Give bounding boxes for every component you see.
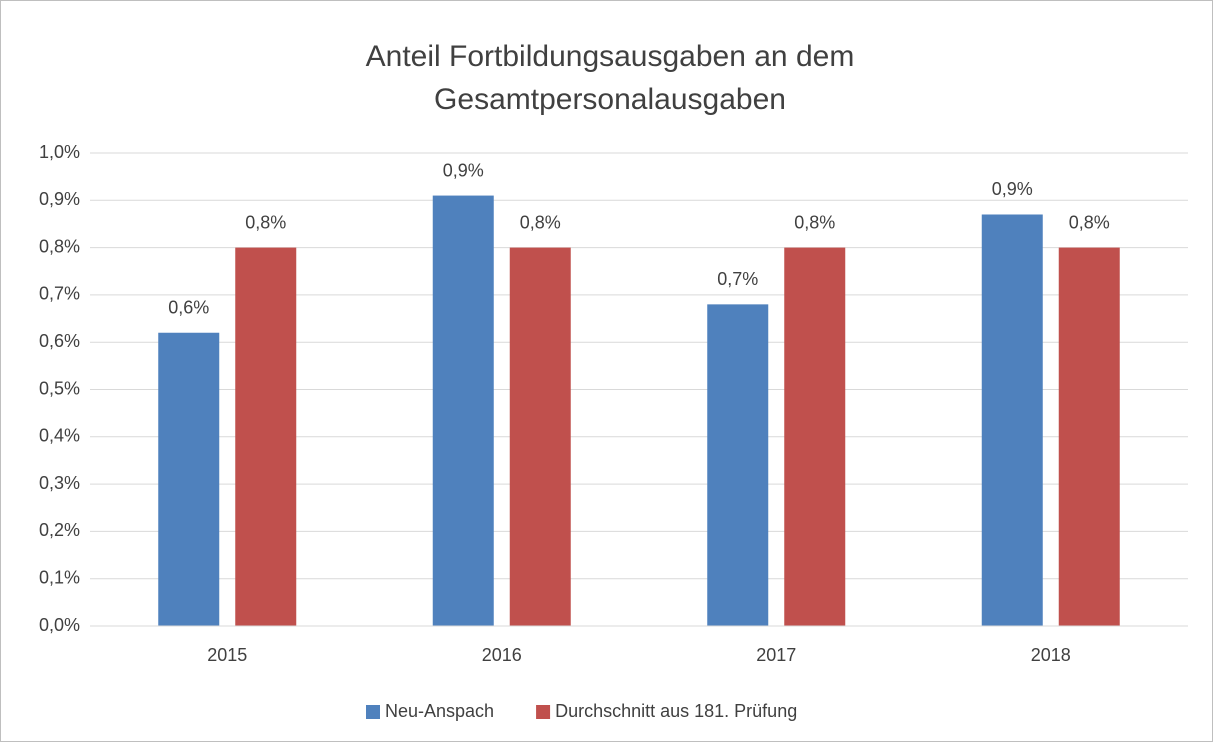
y-tick-label: 0,6% bbox=[39, 331, 80, 351]
legend-label: Neu-Anspach bbox=[385, 701, 494, 721]
data-label: 0,8% bbox=[794, 212, 835, 232]
legend-label: Durchschnitt aus 181. Prüfung bbox=[555, 701, 797, 721]
bar bbox=[784, 247, 846, 626]
data-label: 0,7% bbox=[717, 269, 758, 289]
bar bbox=[158, 332, 220, 626]
data-label: 0,6% bbox=[168, 297, 209, 317]
y-tick-label: 0,7% bbox=[39, 284, 80, 304]
chart-title: Gesamtpersonalausgaben bbox=[434, 83, 786, 116]
data-label: 0,8% bbox=[245, 212, 286, 232]
x-tick-label: 2016 bbox=[482, 645, 522, 665]
chart-title: Anteil Fortbildungsausgaben an dem bbox=[366, 40, 855, 73]
legend-swatch bbox=[366, 705, 380, 719]
bar bbox=[235, 247, 297, 626]
data-label: 0,9% bbox=[992, 179, 1033, 199]
legend-swatch bbox=[536, 705, 551, 719]
bar bbox=[432, 195, 494, 626]
bar bbox=[1058, 247, 1120, 626]
x-tick-label: 2018 bbox=[1031, 645, 1071, 665]
y-tick-label: 0,4% bbox=[39, 426, 80, 446]
y-tick-label: 0,3% bbox=[39, 473, 80, 493]
y-tick-label: 0,5% bbox=[39, 378, 80, 398]
y-tick-label: 0,8% bbox=[39, 236, 80, 256]
y-tick-label: 1,0% bbox=[39, 142, 80, 162]
data-label: 0,9% bbox=[443, 160, 484, 180]
x-tick-label: 2015 bbox=[207, 645, 247, 665]
bar bbox=[981, 214, 1043, 627]
y-tick-label: 0,1% bbox=[39, 567, 80, 587]
y-tick-label: 0,0% bbox=[39, 615, 80, 635]
bar bbox=[707, 304, 769, 626]
bar bbox=[509, 247, 571, 626]
y-tick-label: 0,9% bbox=[39, 189, 80, 209]
x-tick-label: 2017 bbox=[756, 645, 796, 665]
data-label: 0,8% bbox=[520, 212, 561, 232]
y-tick-label: 0,2% bbox=[39, 520, 80, 540]
data-label: 0,8% bbox=[1069, 212, 1110, 232]
